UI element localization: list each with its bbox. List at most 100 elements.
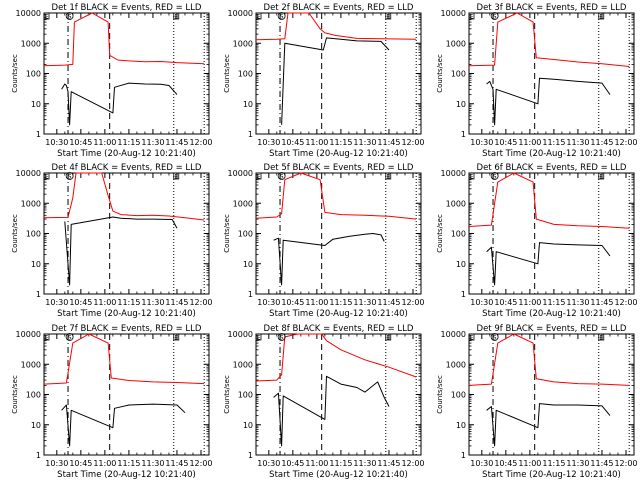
chart-2-marker-label: E: [599, 14, 603, 21]
chart-7-x-tick-label: 10:30: [257, 459, 280, 468]
chart-0-marker-0: S: [65, 12, 74, 21]
chart-1-marker-box: [255, 12, 262, 20]
chart-5-y-axis-label: Counts/sec: [436, 214, 444, 253]
chart-4-x-tick-label: 11:00: [305, 298, 328, 307]
chart-3-x-tick-label: 11:45: [165, 298, 188, 307]
chart-1-marker-label: E: [257, 14, 261, 21]
chart-0-y-axis-label: Counts/sec: [11, 54, 19, 93]
chart-6-y-tick-label: 10000: [16, 330, 41, 339]
chart-0-x-tick-label: 11:00: [93, 138, 116, 147]
chart-8-marker-label: E: [470, 335, 474, 342]
chart-7-y-tick-label: 1: [248, 451, 253, 460]
chart-5-marker-label: E: [470, 174, 474, 181]
chart-2-x-tick-label: 12:00: [614, 138, 637, 147]
chart-7-y-tick-label: 100: [238, 391, 253, 400]
chart-8-marker-label: E: [599, 335, 603, 342]
chart-3-y-tick-label: 1000: [21, 199, 41, 208]
chart-3-marker-circle: [65, 172, 74, 180]
chart-1-x-tick-label: 11:15: [329, 138, 352, 147]
chart-3-x-axis-label: Start Time (20-Aug-12 10:21:40): [57, 309, 196, 319]
chart-8-x-tick-label: 11:45: [590, 459, 613, 468]
chart-6-marker-label: E: [45, 335, 49, 342]
chart-8-x-tick-label: 11:00: [518, 459, 541, 468]
chart-1-marker-0: S: [277, 12, 286, 21]
chart-3-marker-label: S: [68, 174, 72, 181]
chart-8-marker-box: [598, 333, 605, 341]
chart-2-marker-box: [468, 12, 475, 20]
chart-7-marker-1: E: [385, 333, 392, 342]
chart-5-y-tick-label: 1000: [446, 199, 466, 208]
chart-7-x-tick-label: 11:00: [305, 459, 328, 468]
chart-4-marker-0: S: [277, 172, 286, 181]
chart-8-series-1-line: [486, 403, 611, 447]
chart-6-y-axis-label: Counts/sec: [11, 375, 19, 414]
chart-7-y-tick-label: 1000: [233, 360, 253, 369]
chart-3-x-tick-label: 11:00: [93, 298, 116, 307]
chart-3-marker-label: E: [45, 174, 49, 181]
chart-8-panel: Det 9f BLACK = Events, RED = LLD Counts/s…: [436, 324, 638, 480]
chart-4-y-tick-label: 1000: [233, 199, 253, 208]
chart-8-marker-label: S: [493, 335, 497, 342]
chart-1-x-tick-label: 12:00: [401, 138, 424, 147]
chart-5-marker-label: S: [493, 174, 497, 181]
chart-2-y-tick-label: 1: [461, 130, 466, 139]
chart-6-x-tick-label: 11:30: [141, 459, 164, 468]
chart-2-y-tick-label: 10: [456, 100, 466, 109]
chart-4-y-tick-label: 10000: [228, 169, 253, 178]
chart-8-y-tick-label: 10: [456, 421, 466, 430]
chart-6-marker-2: E: [43, 333, 50, 342]
chart-6-marker-box: [43, 333, 50, 341]
chart-7-x-tick-label: 12:00: [401, 459, 424, 468]
chart-7-x-axis-label: Start Time (20-Aug-12 10:21:40): [269, 470, 408, 480]
chart-7-y-tick-label: 10: [243, 421, 253, 430]
chart-2-x-axis-label: Start Time (20-Aug-12 10:21:40): [482, 149, 621, 159]
chart-5-series-1-line: [486, 242, 611, 286]
chart-6-marker-box: [173, 333, 180, 341]
chart-6-marker-label: S: [68, 335, 72, 342]
chart-0-y-tick-label: 100: [26, 70, 41, 79]
chart-8-x-tick-label: 11:30: [566, 459, 589, 468]
chart-7-marker-label: E: [257, 335, 261, 342]
chart-8-title: Det 9f BLACK = Events, RED = LLD: [477, 324, 627, 334]
chart-1-y-tick-label: 1: [248, 130, 253, 139]
chart-6-series-1-line: [61, 403, 186, 447]
chart-4-marker-circle: [277, 172, 286, 180]
chart-4-marker-label: S: [280, 174, 284, 181]
chart-6-series-0-line: [43, 333, 205, 385]
chart-0-marker-box: [43, 12, 50, 20]
chart-3-y-tick-label: 1: [36, 290, 41, 299]
chart-5-marker-box: [468, 172, 475, 180]
chart-5-marker-0: S: [490, 172, 499, 181]
chart-8-x-tick-label: 12:00: [614, 459, 637, 468]
chart-0-series-1-line: [61, 82, 178, 126]
chart-2-marker-1: E: [598, 12, 605, 21]
chart-7-marker-box: [255, 333, 262, 341]
chart-7-x-tick-label: 10:45: [281, 459, 304, 468]
chart-5-x-axis-label: Start Time (20-Aug-12 10:21:40): [482, 309, 621, 319]
chart-7-x-tick-label: 11:45: [377, 459, 400, 468]
chart-2-title: Det 3f BLACK = Events, RED = LLD: [477, 3, 627, 13]
chart-3-x-tick-label: 10:45: [69, 298, 92, 307]
chart-2-y-tick-label: 10000: [441, 9, 466, 18]
chart-6-x-tick-label: 12:00: [189, 459, 212, 468]
chart-3-y-tick-label: 10: [31, 260, 41, 269]
chart-2-panel: Det 3f BLACK = Events, RED = LLD Counts/s…: [436, 3, 638, 159]
chart-6-panel: Det 7f BLACK = Events, RED = LLD Counts/s…: [11, 324, 213, 480]
chart-7-title: Det 8f BLACK = Events, RED = LLD: [264, 324, 414, 334]
chart-1-marker-circle: [277, 12, 286, 20]
chart-1-x-tick-label: 10:45: [281, 138, 304, 147]
chart-1-y-tick-label: 100: [238, 70, 253, 79]
chart-4-x-tick-label: 12:00: [401, 298, 424, 307]
chart-4-marker-box: [385, 172, 392, 180]
chart-7-x-tick-label: 11:15: [329, 459, 352, 468]
chart-5-x-tick-label: 12:00: [614, 298, 637, 307]
chart-4-x-axis-label: Start Time (20-Aug-12 10:21:40): [269, 309, 408, 319]
chart-0-marker-label: S: [68, 14, 72, 21]
chart-2-marker-label: E: [470, 14, 474, 21]
chart-7-panel: Det 8f BLACK = Events, RED = LLD Counts/s…: [223, 324, 425, 480]
chart-4-title: Det 5f BLACK = Events, RED = LLD: [264, 163, 414, 173]
chart-2-x-tick-label: 11:45: [590, 138, 613, 147]
chart-0-x-tick-label: 11:45: [165, 138, 188, 147]
chart-5-x-tick-label: 10:45: [494, 298, 517, 307]
chart-6-x-tick-label: 11:00: [93, 459, 116, 468]
